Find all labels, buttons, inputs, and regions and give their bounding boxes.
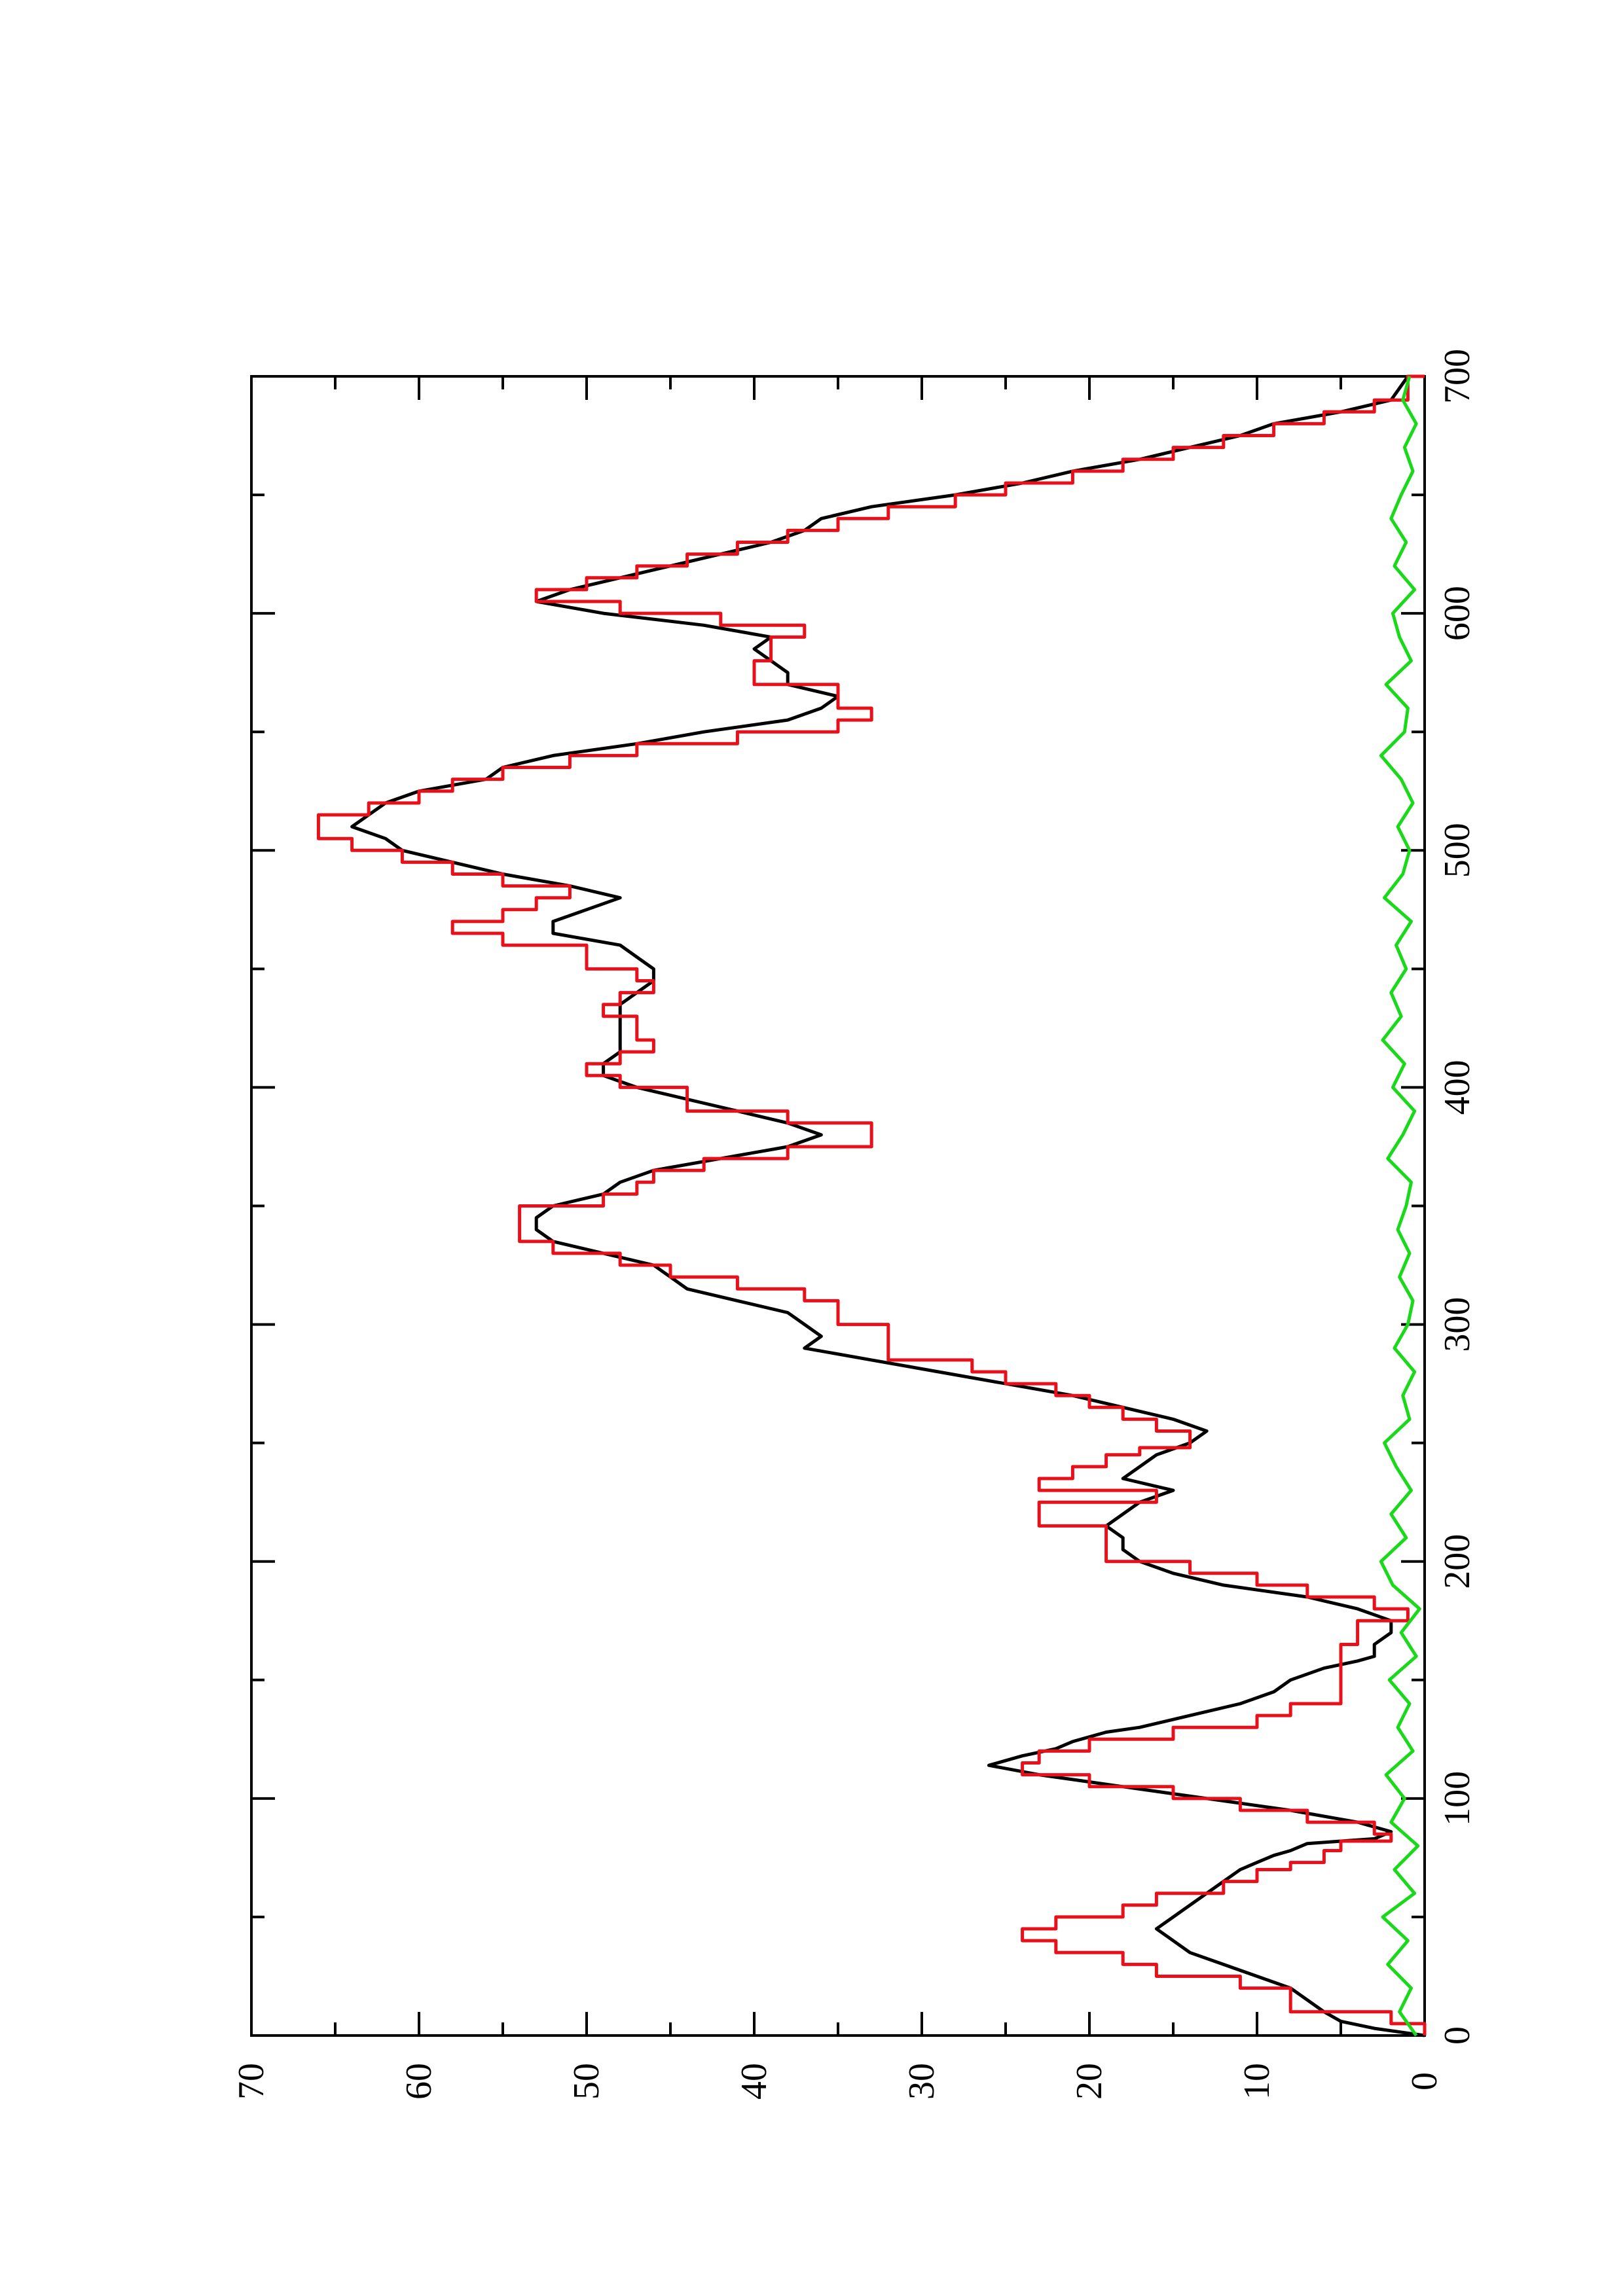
x-tick-label: 600	[1437, 586, 1478, 641]
y-tick-label: 70	[231, 2063, 272, 2100]
plot-frame	[250, 375, 1426, 2037]
axis-tick-labels: 0 100 200 300 400 500 600 700 0 10 20 30 40 50 60 70	[231, 349, 1478, 2100]
x-tick-label: 0	[1437, 2026, 1478, 2045]
series-layer	[316, 374, 1427, 2037]
x-tick-label: 100	[1437, 1771, 1478, 1826]
x-tick-label: 500	[1437, 823, 1478, 878]
series-line-3	[1379, 376, 1421, 2037]
y-tick-label: 0	[1404, 2072, 1445, 2090]
y-tick-label: 50	[566, 2063, 607, 2100]
y-tick-label: 40	[734, 2063, 775, 2100]
series-line-1	[350, 375, 1425, 2037]
axis-ticks	[250, 375, 1426, 2037]
x-tick-label: 300	[1437, 1297, 1478, 1352]
y-tick-label: 30	[902, 2063, 942, 2100]
y-tick-label: 10	[1237, 2063, 1277, 2100]
x-tick-label: 700	[1437, 349, 1478, 404]
y-tick-label: 20	[1069, 2063, 1110, 2100]
x-tick-label: 400	[1437, 1060, 1478, 1115]
series-line-2	[316, 374, 1427, 2036]
x-tick-label: 200	[1437, 1534, 1478, 1589]
y-tick-label: 60	[399, 2063, 439, 2100]
